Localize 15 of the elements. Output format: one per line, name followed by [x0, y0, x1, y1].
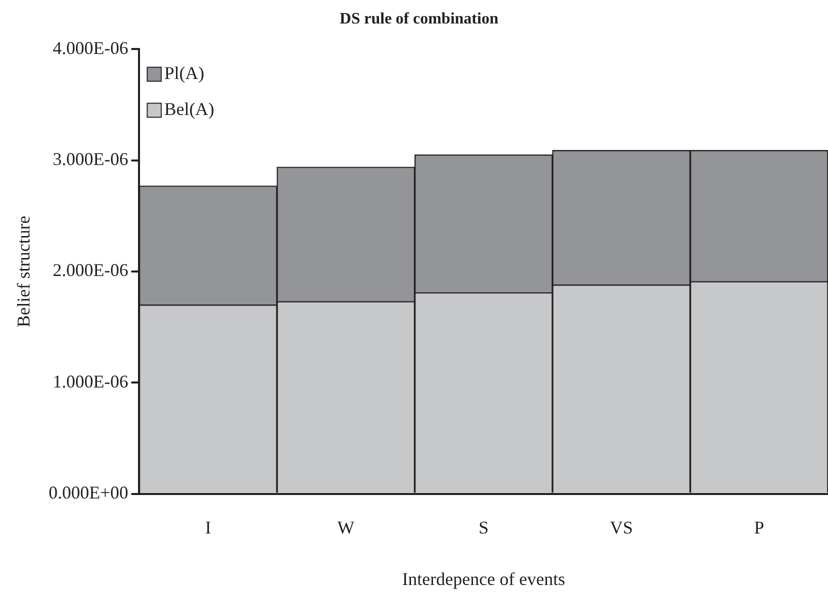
- y-tick-label: 3.000E-06: [52, 149, 128, 170]
- y-tick-label: 1.000E-06: [52, 371, 128, 392]
- y-axis-title: Belief structure: [14, 216, 34, 328]
- y-tick-label: 4.000E-06: [52, 38, 128, 58]
- legend-label: Bel(A): [164, 98, 214, 119]
- chart-title: DS rule of combination: [340, 10, 498, 28]
- x-axis-title: Interdepence of events: [402, 568, 566, 589]
- y-tick-label: 0.000E+00: [48, 482, 128, 503]
- legend-label: Pl(A): [164, 62, 204, 83]
- x-tick-label: S: [478, 517, 489, 538]
- x-tick-label: W: [337, 517, 354, 538]
- x-tick-label: I: [205, 517, 212, 538]
- y-tick-label: 2.000E-06: [52, 260, 128, 280]
- x-tick-label: P: [754, 517, 764, 538]
- x-tick-label: VS: [610, 517, 633, 538]
